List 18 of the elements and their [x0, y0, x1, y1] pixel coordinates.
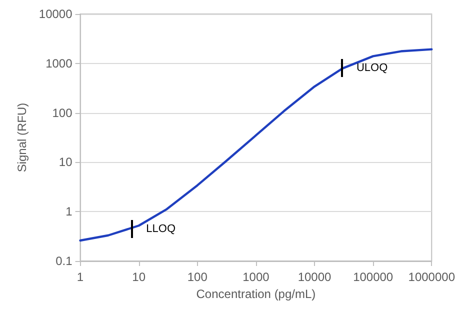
x-tick-label: 10 [132, 270, 146, 284]
line-series [79, 48, 433, 242]
y-tick-label: 10000 [38, 7, 73, 21]
annotation: LLOQ [146, 222, 176, 236]
x-tick-label: 1000000 [408, 270, 456, 284]
annotation: ULOQ [356, 61, 388, 76]
y-tick-label: 10 [58, 155, 73, 170]
y-tick-label: 1 [66, 204, 73, 219]
x-tick-label: 10000 [298, 270, 332, 284]
y-tick-label: 100 [52, 106, 73, 120]
x-tick-label: 1000 [242, 270, 270, 284]
x-tick-label: 100000 [353, 270, 394, 284]
y-tick-label: 0.1 [56, 254, 73, 268]
y-tick-label: 1000 [46, 56, 73, 70]
y-axis-title: Signal (RFU) [15, 102, 29, 172]
x-tick-label: 100 [187, 270, 208, 284]
x-axis-title: Concentration (pg/mL) [196, 287, 316, 301]
x-tick-label: 1 [76, 270, 84, 284]
